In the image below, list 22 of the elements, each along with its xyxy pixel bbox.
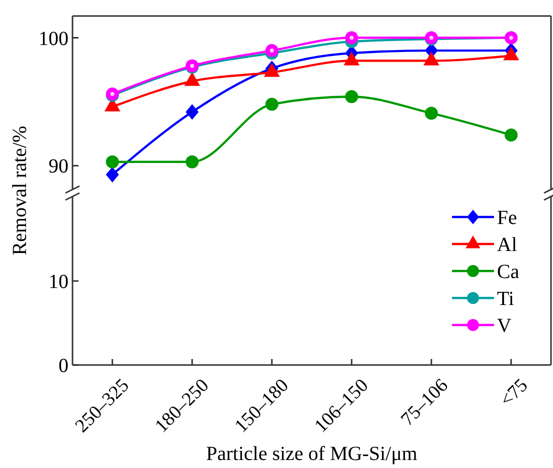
x-tick-label: <75 [496, 375, 532, 411]
point [265, 98, 278, 111]
legend-label: V [497, 315, 512, 337]
y-tick-label: 10 [48, 271, 68, 293]
point [345, 90, 358, 104]
point [424, 106, 438, 120]
y-tick-label: 0 [58, 355, 68, 377]
y-tick-label: 100 [38, 28, 68, 50]
y-axis-title: Removal rate/% [9, 126, 31, 256]
x-axis-title: Particle size of MG-Si/μm [206, 443, 418, 465]
point [106, 155, 119, 168]
point [186, 155, 199, 168]
point [345, 31, 358, 44]
legend-label: Ti [497, 288, 515, 310]
legend-label: Al [497, 234, 518, 256]
point [186, 104, 199, 120]
point [265, 44, 278, 58]
point [504, 128, 518, 142]
legend-label: Ca [497, 261, 520, 283]
y-tick-label: 90 [48, 156, 68, 178]
point [106, 166, 119, 182]
legend-label: Fe [497, 207, 518, 229]
